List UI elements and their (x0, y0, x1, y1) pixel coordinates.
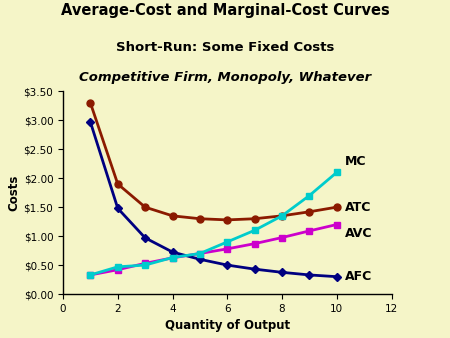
Text: ATC: ATC (345, 201, 371, 214)
Y-axis label: Costs: Costs (8, 174, 21, 211)
Text: Average-Cost and Marginal-Cost Curves: Average-Cost and Marginal-Cost Curves (61, 3, 389, 18)
Text: Short-Run: Some Fixed Costs: Short-Run: Some Fixed Costs (116, 41, 334, 53)
Text: AVC: AVC (345, 227, 373, 240)
Text: AFC: AFC (345, 270, 372, 283)
Text: Competitive Firm, Monopoly, Whatever: Competitive Firm, Monopoly, Whatever (79, 71, 371, 84)
X-axis label: Quantity of Output: Quantity of Output (165, 319, 290, 332)
Text: MC: MC (345, 155, 366, 168)
